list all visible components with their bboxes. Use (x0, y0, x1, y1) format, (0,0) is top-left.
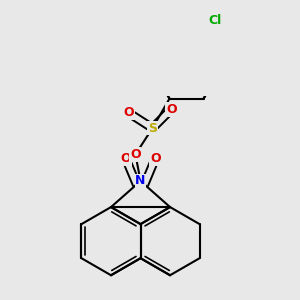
Text: O: O (123, 106, 134, 119)
Text: O: O (121, 152, 131, 165)
Text: N: N (135, 175, 146, 188)
Text: O: O (150, 152, 160, 165)
Text: Cl: Cl (208, 14, 221, 27)
Text: S: S (148, 122, 157, 135)
Text: O: O (130, 148, 141, 161)
Text: O: O (166, 103, 176, 116)
